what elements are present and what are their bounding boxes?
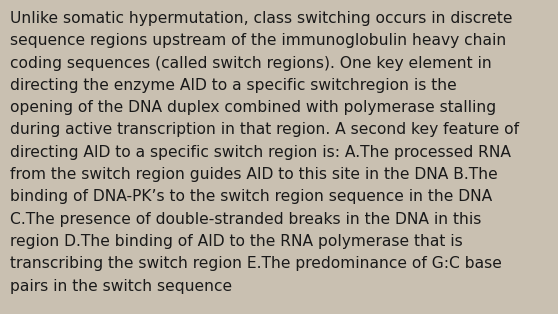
Text: transcribing the switch region E.The predominance of G:C base: transcribing the switch region E.The pre… — [10, 256, 502, 271]
Text: pairs in the switch sequence: pairs in the switch sequence — [10, 279, 232, 294]
Text: Unlike somatic hypermutation, class switching occurs in discrete: Unlike somatic hypermutation, class swit… — [10, 11, 513, 26]
Text: during active transcription in that region. A second key feature of: during active transcription in that regi… — [10, 122, 519, 138]
Text: sequence regions upstream of the immunoglobulin heavy chain: sequence regions upstream of the immunog… — [10, 33, 506, 48]
Text: from the switch region guides AID to this site in the DNA B.The: from the switch region guides AID to thi… — [10, 167, 498, 182]
Text: binding of DNA-PK’s to the switch region sequence in the DNA: binding of DNA-PK’s to the switch region… — [10, 189, 492, 204]
Text: C.The presence of double-stranded breaks in the DNA in this: C.The presence of double-stranded breaks… — [10, 212, 482, 227]
Text: region D.The binding of AID to the RNA polymerase that is: region D.The binding of AID to the RNA p… — [10, 234, 463, 249]
Text: coding sequences (called switch regions). One key element in: coding sequences (called switch regions)… — [10, 56, 492, 71]
Text: opening of the DNA duplex combined with polymerase stalling: opening of the DNA duplex combined with … — [10, 100, 496, 115]
Text: directing the enzyme AID to a specific switchregion is the: directing the enzyme AID to a specific s… — [10, 78, 457, 93]
Text: directing AID to a specific switch region is: A.The processed RNA: directing AID to a specific switch regio… — [10, 145, 511, 160]
